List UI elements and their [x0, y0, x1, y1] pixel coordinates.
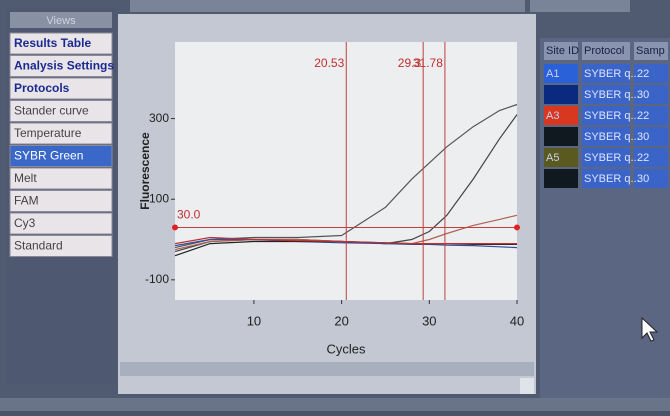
view-item[interactable] [9, 235, 113, 257]
site-cell[interactable] [544, 169, 578, 188]
amplification-curve [174, 236, 517, 245]
sample-cell[interactable] [634, 64, 668, 83]
view-item-label: FAM [14, 194, 39, 208]
table-header-label: Samp [636, 45, 665, 57]
sample: 22 [637, 152, 649, 164]
site-cell[interactable] [544, 106, 578, 125]
view-item[interactable] [9, 32, 113, 55]
threshold-handle[interactable] [514, 224, 520, 231]
sample: 22 [637, 110, 649, 122]
protocol: SYBER q... [584, 131, 640, 143]
site-id: A3 [546, 110, 559, 122]
x-tick-label: 20 [334, 313, 348, 328]
sample-cell[interactable] [634, 148, 668, 167]
sample: 30 [637, 131, 649, 143]
sample: 30 [637, 173, 649, 185]
scroll-button[interactable] [520, 378, 534, 394]
threshold-label: 30.0 [177, 208, 201, 222]
view-item-label: Stander curve [14, 104, 89, 118]
site-id: A1 [546, 68, 559, 80]
y-tick-label: -100 [145, 272, 169, 286]
protocol-cell[interactable] [582, 127, 630, 146]
protocol-cell[interactable] [582, 169, 630, 188]
site-cell[interactable] [544, 64, 578, 83]
site-cell[interactable] [544, 148, 578, 167]
threshold-handle[interactable] [172, 224, 178, 231]
y-axis-label: Fluorescence [138, 132, 152, 210]
sample: 22 [637, 68, 649, 80]
protocol-cell[interactable] [582, 148, 630, 167]
protocol: SYBER q... [584, 173, 640, 185]
view-item[interactable] [9, 190, 113, 212]
site-cell[interactable] [544, 127, 578, 146]
toolbar [530, 0, 630, 12]
table-header [582, 42, 630, 60]
sample: 30 [637, 89, 649, 101]
view-item[interactable] [9, 167, 113, 190]
protocol-cell[interactable] [582, 64, 630, 83]
protocol: SYBER q... [584, 110, 640, 122]
scrollbar[interactable] [120, 362, 534, 376]
status-bar [0, 398, 670, 411]
amplification-curve [174, 103, 518, 249]
ct-label: 31.78 [413, 56, 443, 70]
view-item-label: Results Table [14, 36, 91, 50]
table-header [544, 42, 578, 60]
ct-label: 20.53 [314, 56, 344, 70]
protocol: SYBER q... [584, 89, 640, 101]
protocol-cell[interactable] [582, 85, 630, 104]
view-item-label: Melt [14, 171, 37, 185]
x-tick-label: 30 [422, 313, 436, 328]
view-item[interactable] [9, 212, 113, 235]
view-item-label: SYBR Green [14, 149, 83, 163]
site-id: A5 [546, 152, 559, 164]
views-header [10, 12, 112, 28]
ct-label: 29.3 [398, 56, 422, 70]
view-item-label: Temperature [14, 126, 82, 140]
toolbar [130, 0, 525, 12]
sample-cell[interactable] [634, 85, 668, 104]
sample-cell[interactable] [634, 106, 668, 125]
x-tick-label: 10 [247, 313, 261, 328]
y-tick-label: 300 [149, 111, 169, 125]
protocol: SYBER q... [584, 68, 640, 80]
table-header [634, 42, 668, 60]
view-item-label: Standard [14, 239, 63, 253]
site-cell[interactable] [544, 85, 578, 104]
sample-cell[interactable] [634, 169, 668, 188]
views-title: Views [46, 15, 76, 27]
protocol: SYBER q... [584, 152, 640, 164]
cursor [641, 316, 659, 342]
sample-cell[interactable] [634, 127, 668, 146]
table-header-label: Protocol [584, 45, 624, 57]
table-header-label: Site ID [546, 45, 579, 57]
protocol-cell[interactable] [582, 106, 630, 125]
view-item-label: Cy3 [14, 216, 36, 230]
view-item[interactable] [9, 100, 113, 122]
view-item-label: Protocols [14, 81, 70, 95]
view-item[interactable] [9, 77, 113, 100]
view-item-label: Analysis Settings [14, 59, 114, 73]
x-tick-label: 40 [510, 313, 524, 328]
y-tick-label: 100 [149, 191, 169, 205]
view-item[interactable] [9, 122, 113, 145]
x-axis-label: Cycles [326, 341, 366, 356]
view-item[interactable] [9, 55, 113, 77]
view-item[interactable] [9, 145, 113, 167]
